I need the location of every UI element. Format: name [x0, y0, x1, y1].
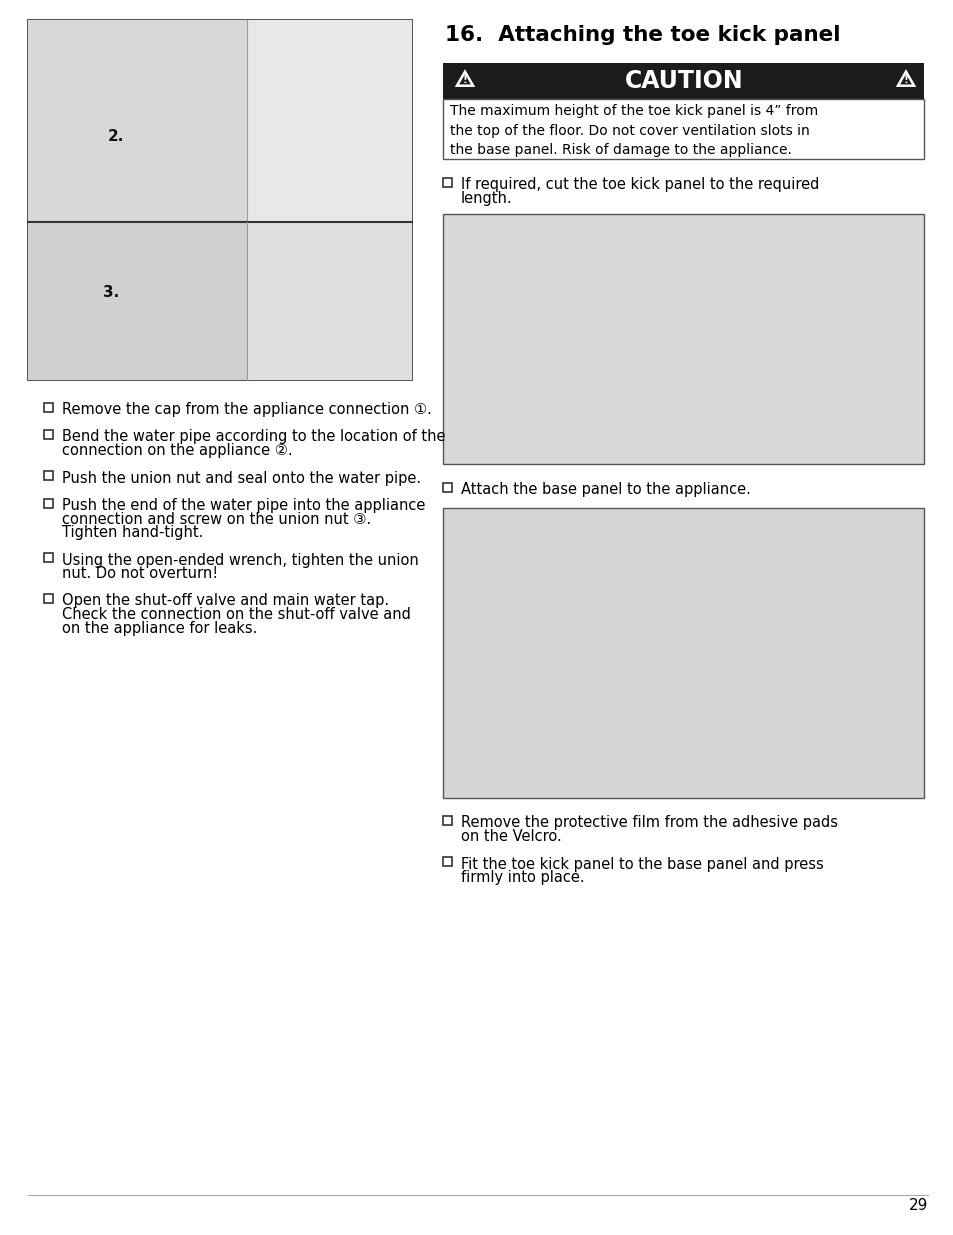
Bar [44, 499, 53, 508]
Text: 29: 29 [907, 1198, 927, 1213]
Text: firmly into place.: firmly into place. [460, 869, 584, 885]
Text: Bend the water pipe according to the location of the: Bend the water pipe according to the loc… [62, 430, 445, 445]
Text: The maximum height of the toe kick panel is 4” from
the top of the floor. Do not: The maximum height of the toe kick panel… [450, 104, 818, 157]
Text: Remove the protective film from the adhesive pads: Remove the protective film from the adhe… [460, 815, 837, 830]
Text: nut. Do not overturn!: nut. Do not overturn! [62, 566, 218, 580]
Text: Push the union nut and seal onto the water pipe.: Push the union nut and seal onto the wat… [62, 471, 420, 485]
Text: length.: length. [460, 190, 512, 205]
Bar [442, 63, 923, 99]
Text: !: ! [902, 75, 907, 85]
Text: Tighten hand-tight.: Tighten hand-tight. [62, 525, 203, 540]
Text: on the Velcro.: on the Velcro. [460, 829, 561, 844]
Bar [28, 20, 247, 221]
Text: If required, cut the toe kick panel to the required: If required, cut the toe kick panel to t… [460, 177, 819, 191]
Text: 16.  Attaching the toe kick panel: 16. Attaching the toe kick panel [444, 25, 840, 44]
Text: 3.: 3. [103, 285, 119, 300]
Text: Attach the base panel to the appliance.: Attach the base panel to the appliance. [460, 482, 750, 496]
Text: !: ! [462, 75, 467, 85]
Bar [442, 99, 923, 159]
Bar [44, 594, 53, 603]
Text: Using the open-ended wrench, tighten the union: Using the open-ended wrench, tighten the… [62, 552, 418, 568]
Bar [44, 403, 53, 411]
Text: Open the shut-off valve and main water tap.: Open the shut-off valve and main water t… [62, 594, 389, 609]
Text: connection on the appliance ②.: connection on the appliance ②. [62, 443, 293, 458]
Bar [442, 857, 452, 866]
Bar [44, 430, 53, 438]
Text: connection and screw on the union nut ③.: connection and screw on the union nut ③. [62, 511, 371, 526]
Bar [28, 20, 412, 380]
Bar [28, 221, 247, 380]
Text: CAUTION: CAUTION [624, 69, 743, 93]
Bar [442, 178, 452, 186]
Bar [442, 816, 452, 825]
Text: Check the connection on the shut-off valve and: Check the connection on the shut-off val… [62, 606, 411, 622]
Text: Remove the cap from the appliance connection ①.: Remove the cap from the appliance connec… [62, 403, 432, 417]
Text: Fit the toe kick panel to the base panel and press: Fit the toe kick panel to the base panel… [460, 857, 822, 872]
Bar [442, 214, 923, 464]
Bar [442, 483, 452, 492]
Text: 2.: 2. [108, 130, 124, 144]
Bar [44, 553, 53, 562]
Bar [442, 508, 923, 798]
Bar [247, 221, 412, 380]
Bar [44, 471, 53, 480]
Text: on the appliance for leaks.: on the appliance for leaks. [62, 620, 257, 636]
Text: Push the end of the water pipe into the appliance: Push the end of the water pipe into the … [62, 498, 425, 513]
Bar [247, 20, 412, 221]
